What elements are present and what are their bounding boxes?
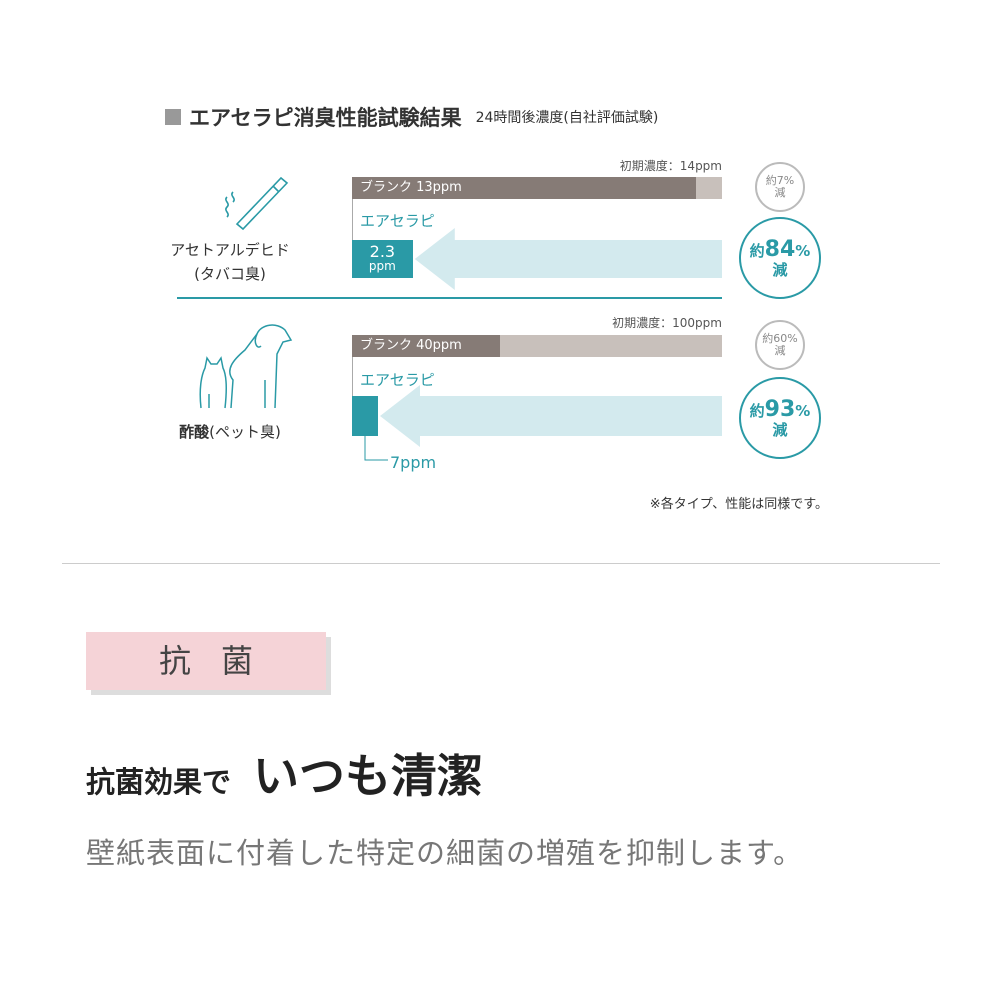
gas-name: 酢酸 (179, 423, 210, 441)
blank-reduction-badge: 約60% 減 (755, 320, 805, 370)
initial-bar: ブランク 40ppm (352, 335, 722, 357)
chart-subtitle: 24時間後濃度(自社評価試験) (475, 110, 659, 126)
value-callout-line (364, 415, 388, 461)
headline-large: いつも清潔 (253, 749, 484, 803)
initial-concentration: 初期濃度：14ppm (619, 159, 722, 173)
section-badge: 抗菌 (86, 632, 326, 690)
title-text: エアセラピ消臭性能試験結果 (189, 106, 462, 130)
badge-percent: % (795, 401, 811, 420)
gas-name: アセトアルデヒド (170, 241, 290, 259)
section-divider (62, 563, 940, 564)
footnote: ※各タイプ、性能は同様です。 (649, 497, 828, 512)
badge-pct: 約60% (762, 331, 798, 345)
blank-bar: ブランク 13ppm (352, 177, 696, 199)
product-label: エアセラピ (360, 371, 435, 389)
section-description: 壁紙表面に付着した特定の細菌の増殖を抑制します。 (86, 836, 804, 870)
axis-line (352, 335, 353, 436)
product-label: エアセラピ (360, 212, 435, 230)
initial-bar: ブランク 13ppm (352, 177, 722, 199)
badge-word: 減 (772, 260, 788, 279)
badge-word: 減 (774, 344, 786, 357)
blank-reduction-badge: 約7% 減 (755, 162, 805, 212)
badge-approx: 約 (749, 241, 765, 260)
reduction-arrow (414, 228, 722, 290)
badge-number: 93 (764, 396, 796, 422)
blank-bar: ブランク 40ppm (352, 335, 500, 357)
reduction-arrow (380, 385, 722, 447)
axis-line (352, 177, 353, 278)
square-bullet-icon (165, 109, 181, 125)
product-reduction-badge: 約93% 減 (739, 377, 821, 459)
section-headline: 抗菌効果で いつも清潔 (86, 740, 483, 806)
badge-word: 減 (772, 420, 788, 439)
dog-cat-icon (199, 324, 293, 409)
gas-label-acetaldehyde: アセトアルデヒド (タバコ臭) (150, 238, 310, 286)
product-unit: ppm (368, 259, 396, 273)
cigarette-icon (225, 176, 289, 231)
initial-concentration: 初期濃度：100ppm (612, 316, 722, 330)
chart-title: エアセラピ消臭性能試験結果 24時間後濃度(自社評価試験) (165, 102, 658, 132)
gas-sub: (ペット臭) (209, 423, 281, 441)
product-value: 7ppm (390, 453, 437, 472)
badge-word: 減 (774, 186, 786, 199)
badge-pct: 約7% (765, 173, 795, 187)
row-divider (177, 297, 722, 299)
badge-number: 84 (764, 236, 796, 262)
product-reduction-badge: 約84% 減 (739, 217, 821, 299)
gas-label-acetic-acid: 酢酸(ペット臭) (150, 420, 310, 444)
gas-sub: (タバコ臭) (194, 265, 266, 283)
badge-percent: % (795, 241, 811, 260)
headline-small: 抗菌効果で (86, 765, 232, 799)
badge-approx: 約 (749, 401, 765, 420)
product-bar: 2.3 ppm (352, 240, 413, 278)
product-value: 2.3 (369, 242, 396, 261)
